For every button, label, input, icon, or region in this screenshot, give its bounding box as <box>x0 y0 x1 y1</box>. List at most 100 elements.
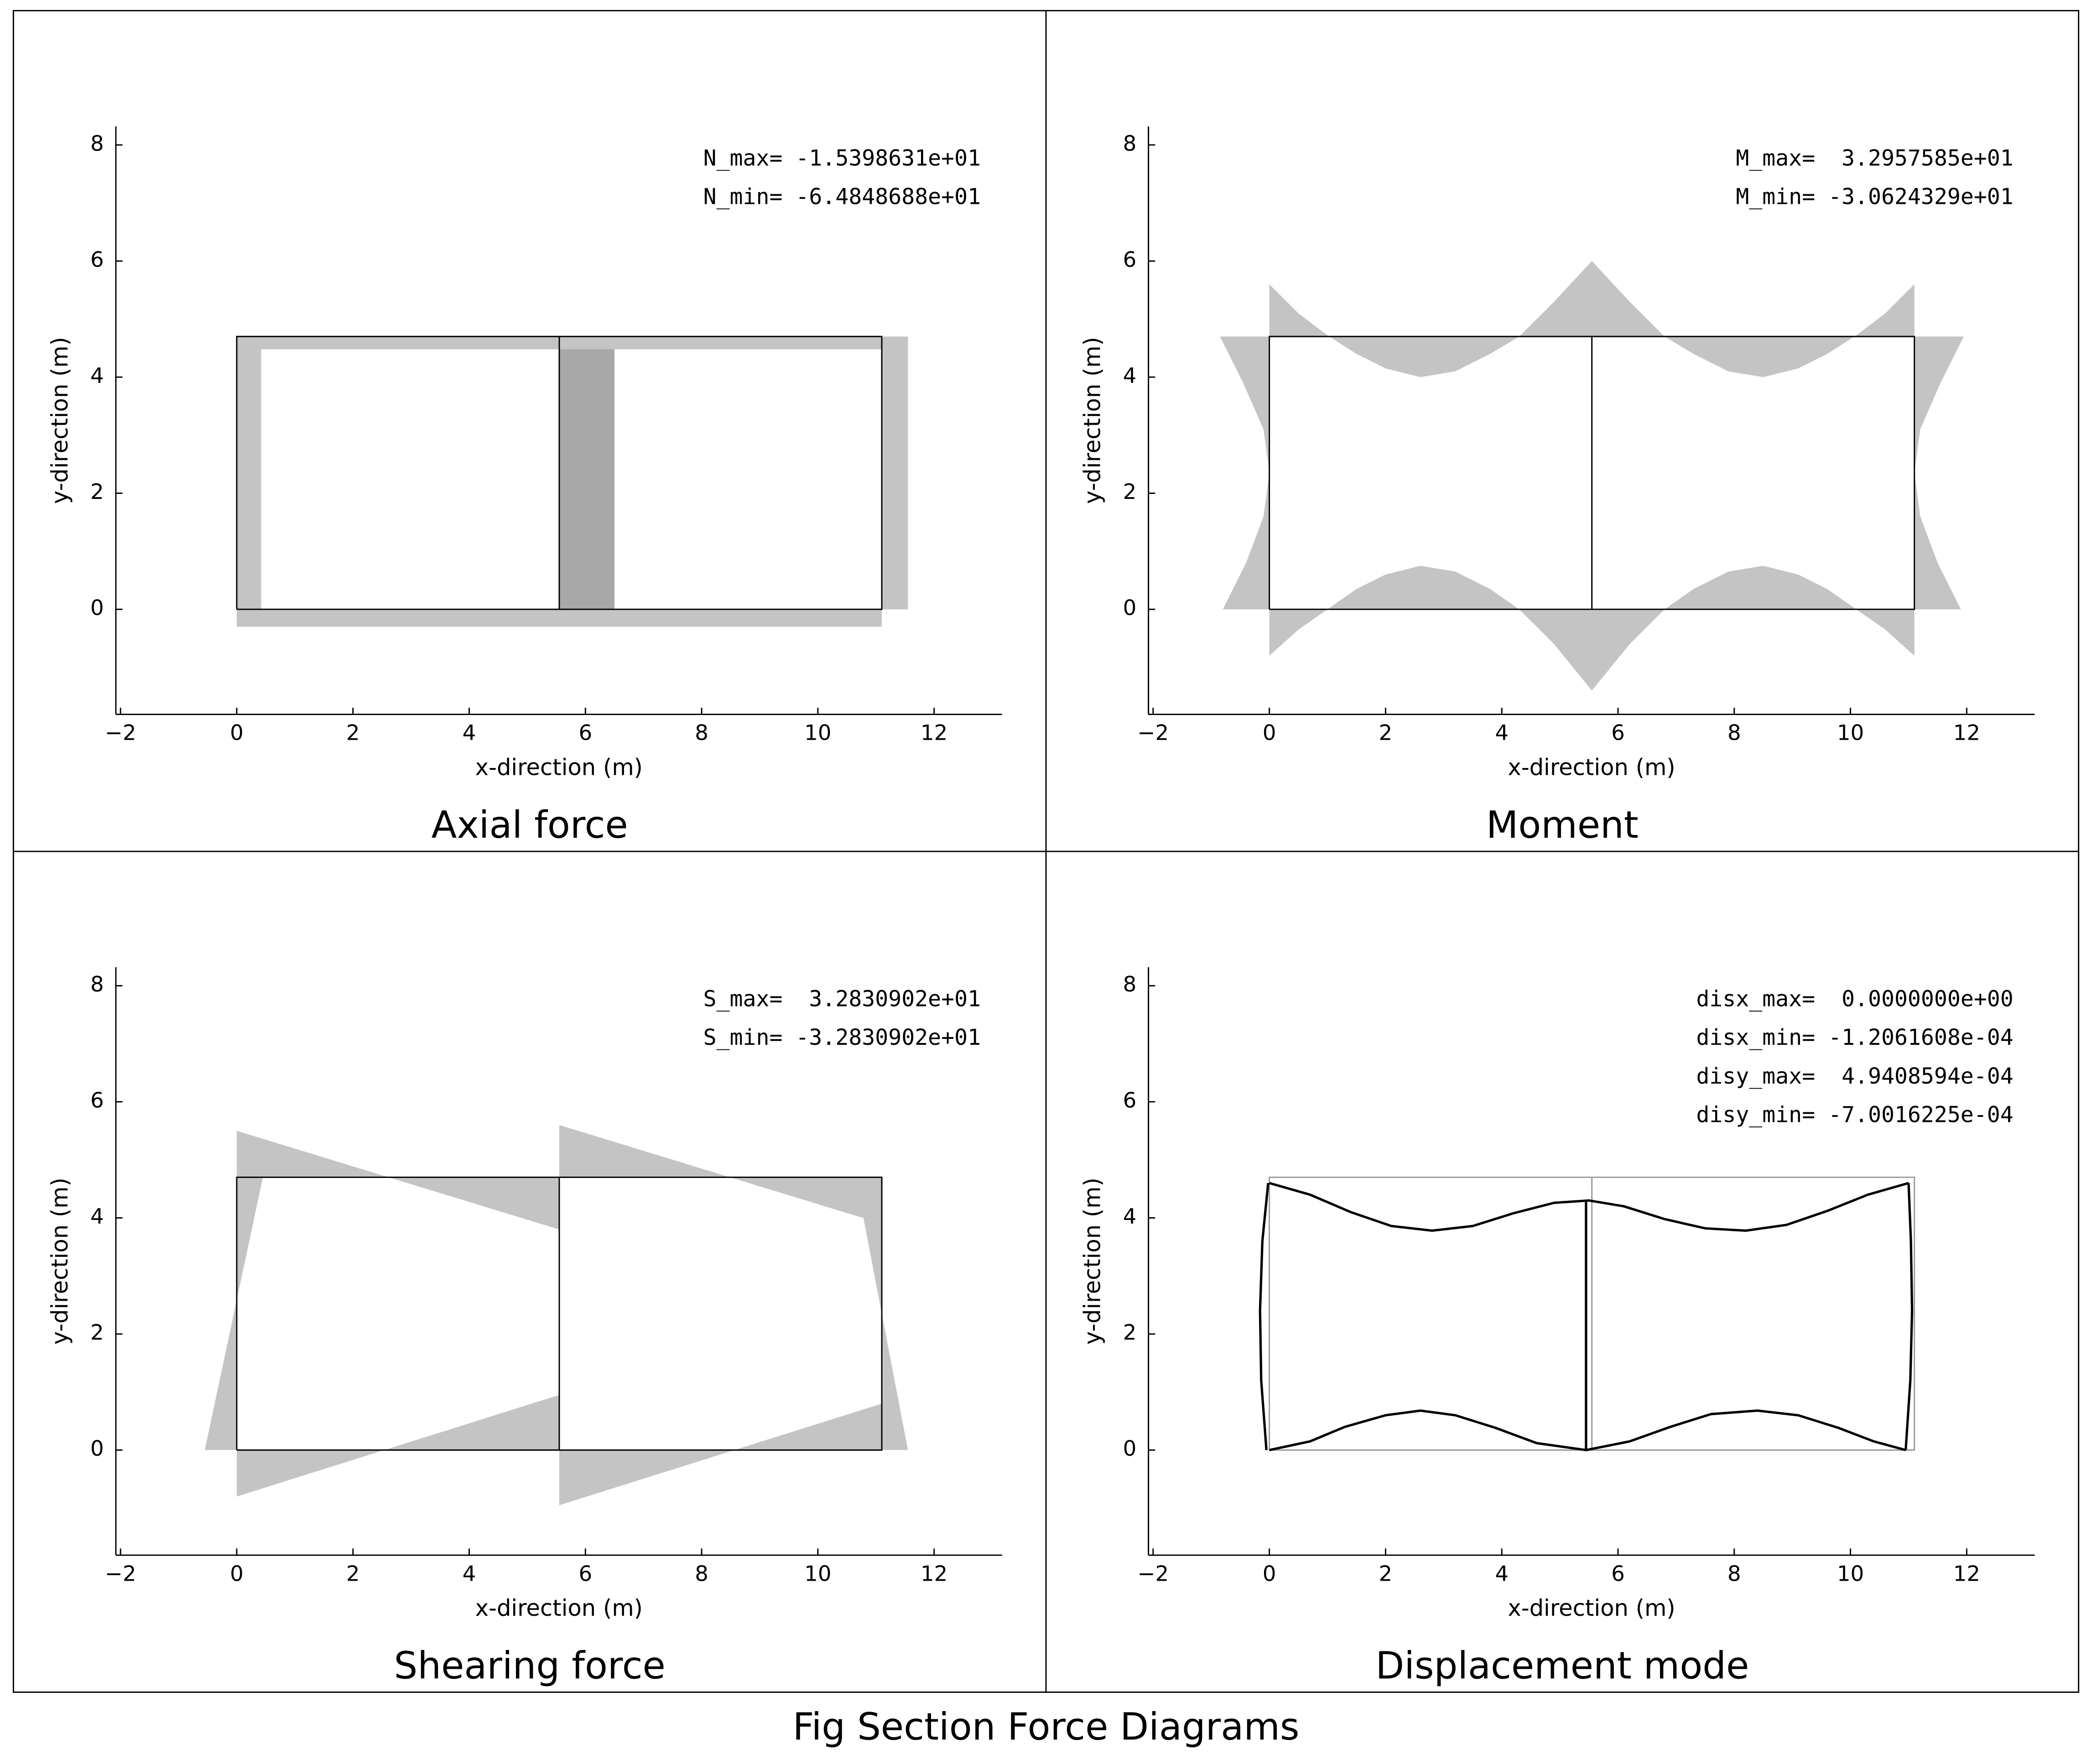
diagram-area <box>236 336 261 610</box>
panel-caption: Displacement mode <box>1375 1644 1749 1687</box>
diagram-area <box>1269 566 1915 691</box>
x-tick-label: 6 <box>578 1562 592 1586</box>
y-axis-label: y-direction (m) <box>47 1178 73 1344</box>
annotation: N_min= -6.4848688e+01 <box>703 184 981 210</box>
frame-line <box>1259 1183 1270 1450</box>
x-tick-label: −2 <box>1137 1562 1169 1586</box>
y-tick-label: 6 <box>90 1088 104 1113</box>
y-tick-label: 6 <box>1123 248 1137 272</box>
x-tick-label: 4 <box>1495 1562 1509 1586</box>
annotation: S_max= 3.2830902e+01 <box>703 986 981 1012</box>
panel: −2 0 2 4 6 8 10 12 0 2 4 6 8 x-direction (m) y-directi… <box>47 126 1002 847</box>
x-tick-label: 0 <box>1263 721 1276 746</box>
x-axis-label: x-direction (m) <box>1508 754 1675 781</box>
x-tick-label: 4 <box>463 1562 476 1586</box>
x-tick-label: 10 <box>804 721 831 746</box>
x-tick-label: 10 <box>1837 721 1864 746</box>
y-tick-label: 8 <box>1123 972 1137 997</box>
y-tick-label: 4 <box>1123 1204 1137 1229</box>
x-tick-label: 8 <box>695 1562 708 1586</box>
panel-caption: Moment <box>1486 804 1639 847</box>
annotation: S_min= -3.2830902e+01 <box>703 1025 981 1050</box>
diagram-area <box>559 1125 882 1224</box>
annotation: N_max= -1.5398631e+01 <box>703 145 981 171</box>
diagram-area <box>1269 261 1915 377</box>
x-axis-label: x-direction (m) <box>1508 1595 1675 1621</box>
panel-caption: Axial force <box>432 804 628 847</box>
x-tick-label: 12 <box>921 721 947 746</box>
diagram-area <box>1914 336 1964 610</box>
y-tick-label: 8 <box>90 972 104 997</box>
x-axis-label: x-direction (m) <box>475 754 643 781</box>
x-tick-label: 6 <box>578 721 592 746</box>
y-axis-label: y-direction (m) <box>1079 1178 1106 1344</box>
x-tick-label: −2 <box>105 1562 136 1586</box>
y-tick-label: 2 <box>90 480 104 504</box>
y-tick-label: 2 <box>90 1321 104 1345</box>
x-tick-label: 2 <box>1379 1562 1393 1586</box>
panel-caption: Shearing force <box>394 1644 666 1687</box>
panel: −2 0 2 4 6 8 10 12 0 2 4 6 8 x-direction (m) y-directi… <box>1079 967 2035 1687</box>
y-tick-label: 6 <box>1123 1088 1137 1113</box>
annotation: disy_max= 4.9408594e-04 <box>1696 1064 2013 1089</box>
frame-line <box>236 336 883 610</box>
x-tick-label: 10 <box>1837 1562 1864 1586</box>
x-tick-label: 12 <box>1953 721 1980 746</box>
diagram-area <box>559 336 615 610</box>
y-tick-label: 4 <box>1123 363 1137 388</box>
diagram-area <box>204 1177 263 1450</box>
annotation: disy_min= -7.0016225e-04 <box>1696 1102 2013 1127</box>
y-tick-label: 8 <box>1123 131 1137 156</box>
y-tick-label: 6 <box>90 248 104 272</box>
panel: −2 0 2 4 6 8 10 12 0 2 4 6 8 x-direction (m) y-directi… <box>1079 126 2035 847</box>
x-tick-label: 2 <box>346 721 360 746</box>
y-axis-label: y-direction (m) <box>47 337 73 504</box>
x-tick-label: 0 <box>1263 1562 1276 1586</box>
x-tick-label: 6 <box>1611 721 1625 746</box>
frame-line <box>236 1176 883 1451</box>
y-tick-label: 0 <box>1123 596 1137 621</box>
x-tick-label: 2 <box>346 1562 360 1586</box>
diagram-area <box>236 1395 560 1497</box>
panel: −2 0 2 4 6 8 10 12 0 2 4 6 8 x-direction (m) y-directi… <box>47 967 1002 1687</box>
y-tick-label: 4 <box>90 363 104 388</box>
y-tick-label: 8 <box>90 131 104 156</box>
frame-line <box>1269 1182 1909 1232</box>
x-tick-label: 12 <box>1953 1562 1980 1586</box>
y-tick-label: 0 <box>90 1437 104 1461</box>
y-axis-label: y-direction (m) <box>1079 337 1106 504</box>
diagram-area <box>559 1403 882 1505</box>
x-tick-label: −2 <box>1137 721 1169 746</box>
x-tick-label: 10 <box>804 1562 831 1586</box>
y-tick-label: 0 <box>90 596 104 621</box>
x-tick-label: 12 <box>921 1562 947 1586</box>
figure-title: Fig Section Force Diagrams <box>793 1706 1300 1749</box>
y-tick-label: 2 <box>1123 1321 1137 1345</box>
annotation: M_max= 3.2957585e+01 <box>1736 145 2013 171</box>
x-tick-label: 0 <box>230 721 244 746</box>
diagram-area <box>236 609 882 627</box>
diagram-area <box>1220 336 1270 610</box>
x-tick-label: 8 <box>1728 1562 1741 1586</box>
annotation: disx_max= 0.0000000e+00 <box>1696 986 2013 1012</box>
y-tick-label: 2 <box>1123 480 1137 504</box>
x-tick-label: 8 <box>1728 721 1741 746</box>
frame-line <box>1269 1176 1915 1451</box>
x-tick-label: 0 <box>230 1562 244 1586</box>
frame-line <box>1269 1409 1906 1452</box>
x-tick-label: 8 <box>695 721 708 746</box>
annotation: disx_min= -1.2061608e-04 <box>1696 1025 2013 1050</box>
x-tick-label: 2 <box>1379 721 1393 746</box>
y-tick-label: 4 <box>90 1204 104 1229</box>
x-tick-label: 4 <box>463 721 476 746</box>
frame-line <box>1269 336 1915 610</box>
x-tick-label: 4 <box>1495 721 1509 746</box>
diagram-area <box>236 1131 560 1230</box>
x-tick-label: 6 <box>1611 1562 1625 1586</box>
frame-line <box>1904 1183 1914 1450</box>
x-tick-label: −2 <box>105 721 136 746</box>
x-axis-label: x-direction (m) <box>475 1595 643 1621</box>
y-tick-label: 0 <box>1123 1437 1137 1461</box>
diagram-area <box>882 336 908 610</box>
